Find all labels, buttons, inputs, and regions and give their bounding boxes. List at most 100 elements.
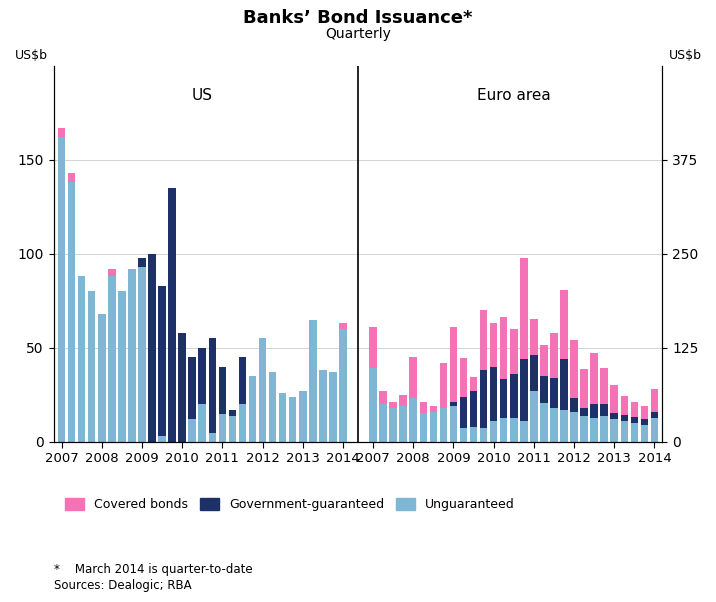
Bar xyxy=(611,385,618,414)
Bar xyxy=(510,374,518,418)
Bar xyxy=(510,418,518,442)
Bar xyxy=(430,406,437,412)
Bar xyxy=(238,357,246,405)
Bar xyxy=(520,359,528,421)
Bar xyxy=(550,408,558,442)
Bar xyxy=(560,359,568,411)
Bar xyxy=(98,314,105,442)
Bar xyxy=(651,418,658,442)
Text: Banks’ Bond Issuance*: Banks’ Bond Issuance* xyxy=(243,9,473,27)
Bar xyxy=(611,414,618,420)
Bar xyxy=(430,412,437,442)
Bar xyxy=(460,397,468,429)
Bar xyxy=(651,412,658,418)
Bar xyxy=(138,258,146,267)
Bar xyxy=(580,369,588,408)
Bar xyxy=(641,420,648,426)
Text: *    March 2014 is quarter-to-date: * March 2014 is quarter-to-date xyxy=(54,563,252,576)
Bar xyxy=(631,423,638,442)
Bar xyxy=(440,408,448,442)
Bar xyxy=(258,338,266,442)
Bar xyxy=(520,421,528,442)
Bar xyxy=(238,405,246,442)
Bar xyxy=(490,421,498,442)
Bar xyxy=(530,355,538,391)
Bar xyxy=(198,405,206,442)
Bar xyxy=(560,411,568,442)
Bar xyxy=(540,403,548,442)
Bar xyxy=(420,402,427,414)
Bar xyxy=(550,333,558,378)
Bar xyxy=(580,408,588,415)
Bar xyxy=(410,357,417,399)
Bar xyxy=(268,372,276,442)
Bar xyxy=(631,417,638,423)
Bar xyxy=(158,436,166,442)
Text: US$b: US$b xyxy=(14,49,47,62)
Text: Sources: Dealogic; RBA: Sources: Dealogic; RBA xyxy=(54,579,191,592)
Bar xyxy=(299,391,306,442)
Bar xyxy=(339,323,347,329)
Bar xyxy=(580,415,588,442)
Bar xyxy=(228,410,236,415)
Bar xyxy=(168,188,176,442)
Bar xyxy=(319,370,326,442)
Bar xyxy=(339,329,347,442)
Bar xyxy=(289,397,296,442)
Bar xyxy=(400,394,407,406)
Bar xyxy=(279,393,286,442)
Bar xyxy=(530,318,538,355)
Text: Euro area: Euro area xyxy=(477,88,551,104)
Bar xyxy=(631,402,638,417)
Bar xyxy=(611,420,618,442)
Bar xyxy=(148,254,156,442)
Bar xyxy=(641,426,648,442)
Bar xyxy=(379,405,387,442)
Bar xyxy=(420,414,427,442)
Bar xyxy=(410,399,417,442)
Bar xyxy=(329,372,337,442)
Bar xyxy=(400,406,407,442)
Bar xyxy=(309,320,316,442)
Text: US$b: US$b xyxy=(669,49,702,62)
Bar xyxy=(218,367,226,414)
Bar xyxy=(198,348,206,405)
Bar xyxy=(158,286,166,436)
Bar xyxy=(108,269,115,276)
Bar xyxy=(490,367,498,421)
Bar xyxy=(591,418,598,442)
Bar xyxy=(188,420,196,442)
Bar xyxy=(480,370,488,429)
Bar xyxy=(470,427,478,442)
Bar xyxy=(88,291,95,442)
Bar xyxy=(450,327,458,402)
Bar xyxy=(540,376,548,403)
Bar xyxy=(460,429,468,442)
Bar xyxy=(550,378,558,408)
Bar xyxy=(379,391,387,405)
Bar xyxy=(621,415,628,421)
Bar xyxy=(570,412,578,442)
Bar xyxy=(450,402,458,406)
Bar xyxy=(591,405,598,418)
Bar xyxy=(570,399,578,412)
Bar xyxy=(188,357,196,420)
Bar xyxy=(641,406,648,420)
Bar xyxy=(560,290,568,359)
Bar xyxy=(570,340,578,399)
Bar xyxy=(540,345,548,376)
Bar xyxy=(390,402,397,408)
Text: US: US xyxy=(192,88,213,104)
Bar xyxy=(591,353,598,405)
Bar xyxy=(208,432,216,442)
Bar xyxy=(450,406,458,442)
Bar xyxy=(480,429,488,442)
Text: Quarterly: Quarterly xyxy=(325,27,391,41)
Bar xyxy=(369,368,377,442)
Bar xyxy=(78,276,85,442)
Bar xyxy=(601,405,608,415)
Bar xyxy=(510,329,518,374)
Bar xyxy=(601,368,608,405)
Legend: Covered bonds, Government-guaranteed, Unguaranteed: Covered bonds, Government-guaranteed, Un… xyxy=(60,493,520,517)
Bar xyxy=(470,391,478,427)
